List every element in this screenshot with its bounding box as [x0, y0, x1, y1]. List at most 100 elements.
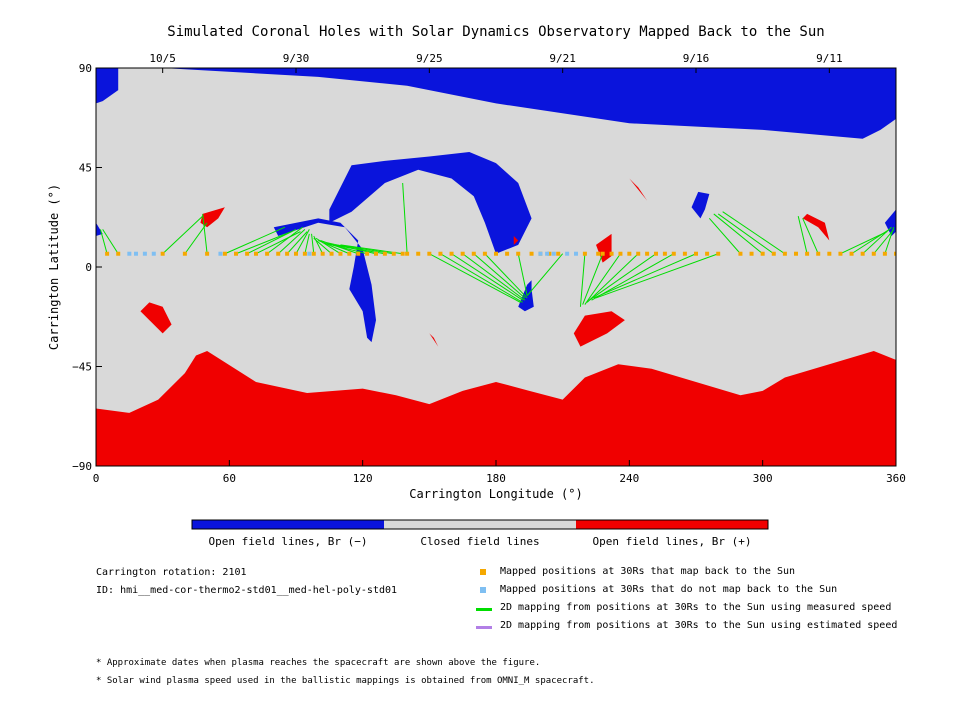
x-tick-label-6: 360 — [886, 472, 906, 485]
mapping-line-measured-44 — [717, 213, 775, 255]
mapping-line-measured-36 — [584, 253, 621, 305]
mapped-point-54 — [716, 251, 721, 256]
mapped-point-12 — [294, 251, 298, 256]
coronal-hole-positive-4 — [140, 302, 172, 334]
mapping-line-measured-28 — [451, 253, 523, 301]
mapped-point-2 — [160, 251, 165, 256]
x-tick-label-5: 300 — [753, 472, 773, 485]
colorbar-label-negative: Open field lines, Br (−) — [209, 535, 368, 548]
y-tick-label-1: 45 — [79, 162, 92, 175]
legend-unmapped-swatch — [480, 587, 486, 593]
coronal-hole-positive-0 — [96, 351, 896, 466]
unmapped-point-3 — [151, 251, 156, 256]
mapped-point-8 — [254, 251, 258, 256]
mapped-point-60 — [794, 251, 798, 256]
unmapped-point-9 — [565, 251, 570, 256]
mapped-point-44 — [618, 251, 623, 256]
colorbar-open-negative — [192, 520, 384, 529]
top-date-label-0: 10/5 — [149, 52, 176, 65]
coronal-hole-positive-8 — [513, 236, 519, 245]
coronal-hole-positive-2 — [200, 207, 225, 228]
mapping-line-measured-47 — [802, 218, 819, 254]
model-id: ID: hmi__med-cor-thermo2-std01__med-hel-… — [96, 585, 398, 596]
mapped-point-4 — [205, 251, 210, 256]
mapping-line-measured-6 — [235, 231, 292, 255]
mapped-point-29 — [449, 251, 454, 256]
mapping-line-measured-50 — [862, 226, 892, 255]
unmapped-point-4 — [218, 251, 223, 256]
coronal-hole-positive-1 — [629, 178, 648, 201]
coronal-hole-negative-1 — [96, 68, 119, 104]
unmapped-point-2 — [142, 251, 147, 256]
mapped-point-33 — [494, 251, 498, 256]
coronal-hole-negative-2 — [329, 152, 532, 254]
mapping-line-measured-11 — [286, 231, 308, 255]
mapped-point-38 — [547, 251, 552, 256]
mapping-line-measured-41 — [595, 253, 719, 299]
mapped-point-43 — [609, 251, 614, 256]
mapping-line-measured-3 — [184, 222, 208, 255]
mapped-point-63 — [827, 251, 832, 256]
mapping-line-measured-29 — [462, 253, 526, 301]
unmapped-point-6 — [538, 251, 543, 256]
y-tick-label-0: 90 — [79, 62, 92, 75]
mapped-point-36 — [529, 251, 534, 256]
mapping-line-measured-27 — [440, 253, 523, 303]
mapped-point-68 — [882, 251, 887, 256]
x-tick-label-4: 240 — [619, 472, 639, 485]
unmapped-point-10 — [574, 251, 578, 256]
colorbar-closed — [384, 520, 576, 529]
unmapped-point-0 — [127, 251, 132, 256]
note-speed: * Solar wind plasma speed used in the ba… — [96, 676, 595, 686]
mapped-point-45 — [627, 251, 632, 256]
mapped-point-9 — [265, 251, 270, 256]
mapped-point-15 — [320, 251, 325, 256]
mapping-line-measured-9 — [266, 226, 303, 255]
coronal-hole-negative-3 — [273, 218, 376, 343]
mapped-point-59 — [782, 251, 787, 256]
mapping-line-measured-34 — [579, 253, 586, 307]
mapped-point-65 — [849, 251, 854, 256]
mapped-point-14 — [311, 251, 316, 256]
mapped-point-20 — [365, 251, 370, 256]
mapped-point-41 — [596, 251, 601, 256]
mapping-line-measured-30 — [473, 253, 526, 299]
mapped-point-11 — [285, 251, 290, 256]
mapping-line-measured-40 — [593, 253, 697, 299]
y-axis-label: Carrington Latitude (°) — [47, 184, 61, 350]
top-date-label-4: 9/16 — [683, 52, 710, 65]
mapping-line-measured-0 — [99, 229, 108, 254]
mapped-point-49 — [662, 251, 667, 256]
mapped-point-5 — [222, 251, 227, 256]
mapped-point-24 — [400, 251, 405, 256]
legend-estimated-swatch — [476, 626, 492, 629]
mapped-point-53 — [705, 251, 710, 256]
coronal-hole-positive-7 — [429, 333, 439, 347]
mapped-point-58 — [771, 251, 776, 256]
mapped-point-61 — [805, 251, 810, 256]
mapped-point-6 — [234, 251, 238, 256]
mapped-point-30 — [460, 251, 465, 256]
mapped-point-16 — [329, 251, 334, 256]
mapping-line-measured-12 — [295, 229, 310, 254]
mapped-point-0 — [105, 251, 110, 256]
mapped-point-18 — [347, 251, 352, 256]
mapped-point-55 — [738, 251, 743, 256]
coronal-hole-positive-5 — [573, 311, 625, 347]
unmapped-point-7 — [545, 251, 550, 256]
mapping-line-measured-42 — [708, 218, 741, 255]
coronal-hole-negative-0 — [96, 68, 896, 139]
mapped-point-64 — [838, 251, 843, 256]
mapped-point-47 — [645, 251, 650, 256]
mapping-line-measured-39 — [591, 253, 675, 301]
mapped-point-10 — [276, 251, 281, 256]
top-date-label-2: 9/25 — [416, 52, 443, 65]
note-dates: * Approximate dates when plasma reaches … — [96, 658, 541, 668]
colorbar-label-positive: Open field lines, Br (+) — [593, 535, 752, 548]
mapped-point-46 — [636, 251, 641, 256]
mapping-line-measured-52 — [884, 227, 895, 254]
mapping-line-measured-2 — [162, 215, 204, 255]
mapping-line-measured-13 — [304, 233, 310, 254]
mapped-point-69 — [894, 251, 896, 256]
